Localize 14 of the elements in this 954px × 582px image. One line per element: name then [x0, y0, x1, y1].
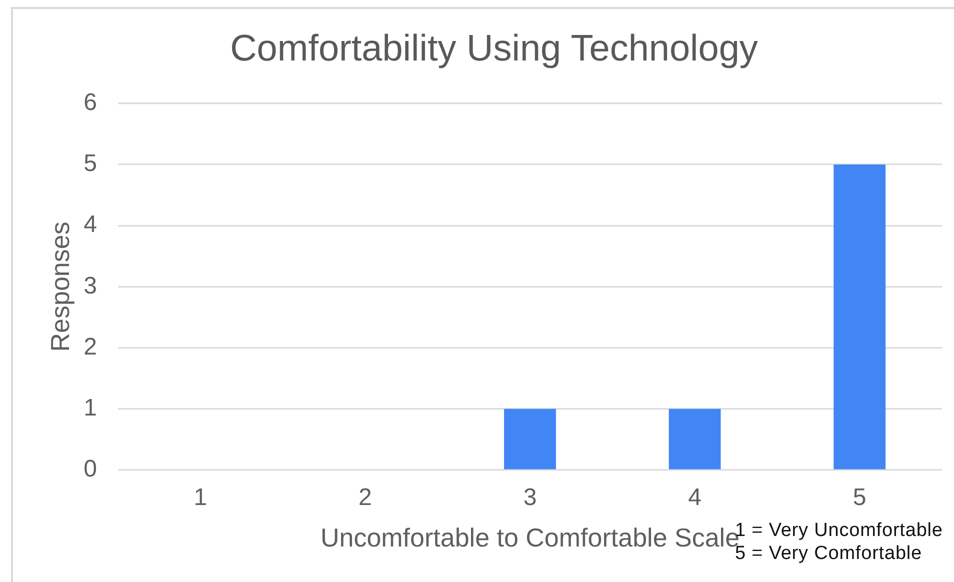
x-tick-label: 5: [852, 484, 866, 512]
chart-title: Comfortability Using Technology: [230, 27, 758, 68]
y-tick-label: 2: [84, 333, 97, 360]
y-tick-label: 3: [84, 272, 97, 300]
y-tick-label: 0: [84, 456, 97, 483]
y-tick-label: 6: [84, 89, 97, 116]
x-tick-label: 2: [358, 484, 372, 512]
x-tick-label: 1: [194, 484, 208, 512]
x-tick-label: 4: [688, 484, 702, 512]
y-tick-label: 1: [84, 394, 97, 422]
y-tick-label: 5: [84, 150, 97, 178]
y-axis-title: Responses: [44, 222, 75, 352]
y-tick-label: 4: [84, 211, 97, 238]
x-tick-label: 3: [523, 484, 537, 512]
